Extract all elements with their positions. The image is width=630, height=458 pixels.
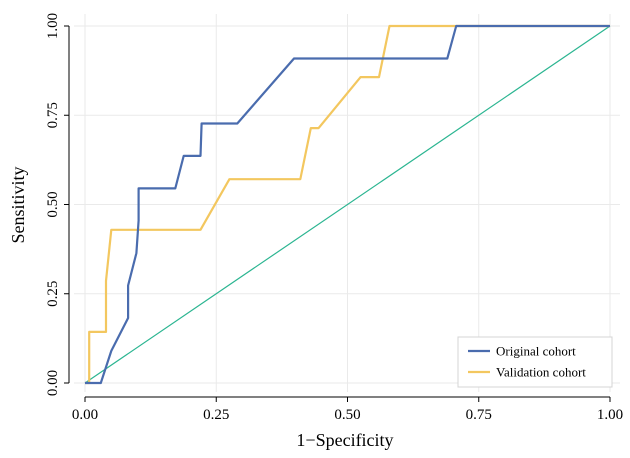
x-tick-label: 0.00 (72, 407, 98, 423)
x-tick-label: 0.50 (334, 407, 360, 423)
legend: Original cohort Validation cohort (457, 336, 613, 388)
y-tick-label: 0.75 (45, 102, 61, 128)
legend-label-validation: Validation cohort (496, 365, 586, 380)
x-axis-ticks: 0.00 0.25 0.50 0.75 1.00 (72, 397, 623, 423)
validation-cohort-line (85, 24, 610, 385)
legend-label-original: Original cohort (496, 344, 576, 359)
series-lines (84, 24, 611, 385)
x-tick-label: 1.00 (597, 407, 623, 423)
x-tick-label: 0.25 (203, 407, 229, 423)
vertical-gridlines (84, 14, 611, 392)
y-tick-label: 0.25 (45, 281, 61, 307)
y-axis-title: Sensitivity (8, 166, 28, 243)
y-tick-label: 0.50 (45, 191, 61, 217)
y-axis-ticks: 0.00 0.25 0.50 0.75 1.00 (45, 13, 69, 396)
reference-diagonal-line (84, 25, 611, 384)
original-cohort-line (85, 24, 610, 385)
y-tick-label: 1.00 (45, 13, 61, 39)
x-tick-label: 0.75 (466, 407, 492, 423)
legend-box (457, 336, 613, 388)
x-axis-title: 1−Specificity (296, 430, 393, 450)
y-tick-label: 0.00 (45, 370, 61, 396)
